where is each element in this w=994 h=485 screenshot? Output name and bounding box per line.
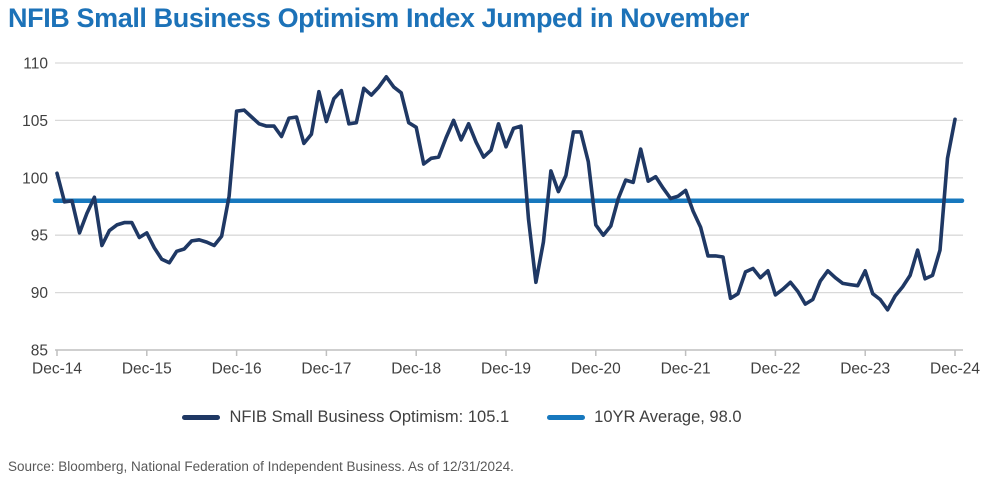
chart-title: NFIB Small Business Optimism Index Jumpe…	[8, 3, 749, 33]
legend-item-optimism: NFIB Small Business Optimism: 105.1	[182, 408, 509, 427]
y-axis-label-85: 85	[31, 343, 48, 360]
y-axis-label-95: 95	[31, 228, 48, 245]
y-axis-label-110: 110	[23, 56, 48, 73]
x-axis-label-Dec-19: Dec-19	[481, 361, 531, 378]
y-axis-label-100: 100	[22, 170, 48, 187]
optimism-line	[55, 75, 957, 312]
average-line-swatch-icon	[547, 414, 586, 420]
legend-label-average: 10YR Average, 98.0	[594, 407, 742, 426]
chart-legend: NFIB Small Business Optimism: 105.1 10YR…	[0, 404, 994, 430]
x-axis-label-Dec-23: Dec-23	[840, 361, 890, 378]
x-axis-label-Dec-20: Dec-20	[571, 361, 621, 378]
x-axis-label-Dec-22: Dec-22	[750, 361, 800, 378]
x-axis-label-Dec-15: Dec-15	[122, 361, 172, 378]
x-axis-label-Dec-24: Dec-24	[930, 361, 980, 378]
x-axis-label-Dec-18: Dec-18	[391, 361, 441, 378]
y-axis-label-105: 105	[22, 113, 48, 130]
x-axis-label-Dec-16: Dec-16	[212, 361, 262, 378]
y-axis-label-90: 90	[31, 285, 49, 302]
optimism-line-swatch-icon	[182, 414, 221, 420]
x-axis-label-Dec-14: Dec-14	[32, 361, 82, 378]
legend-item-average: 10YR Average, 98.0	[547, 407, 742, 427]
legend-label-optimism: NFIB Small Business Optimism: 105.1	[229, 407, 510, 426]
x-axis-label-Dec-17: Dec-17	[301, 361, 351, 378]
source-note: Source: Bloomberg, National Federation o…	[8, 459, 514, 474]
x-axis-label-Dec-21: Dec-21	[661, 361, 711, 378]
